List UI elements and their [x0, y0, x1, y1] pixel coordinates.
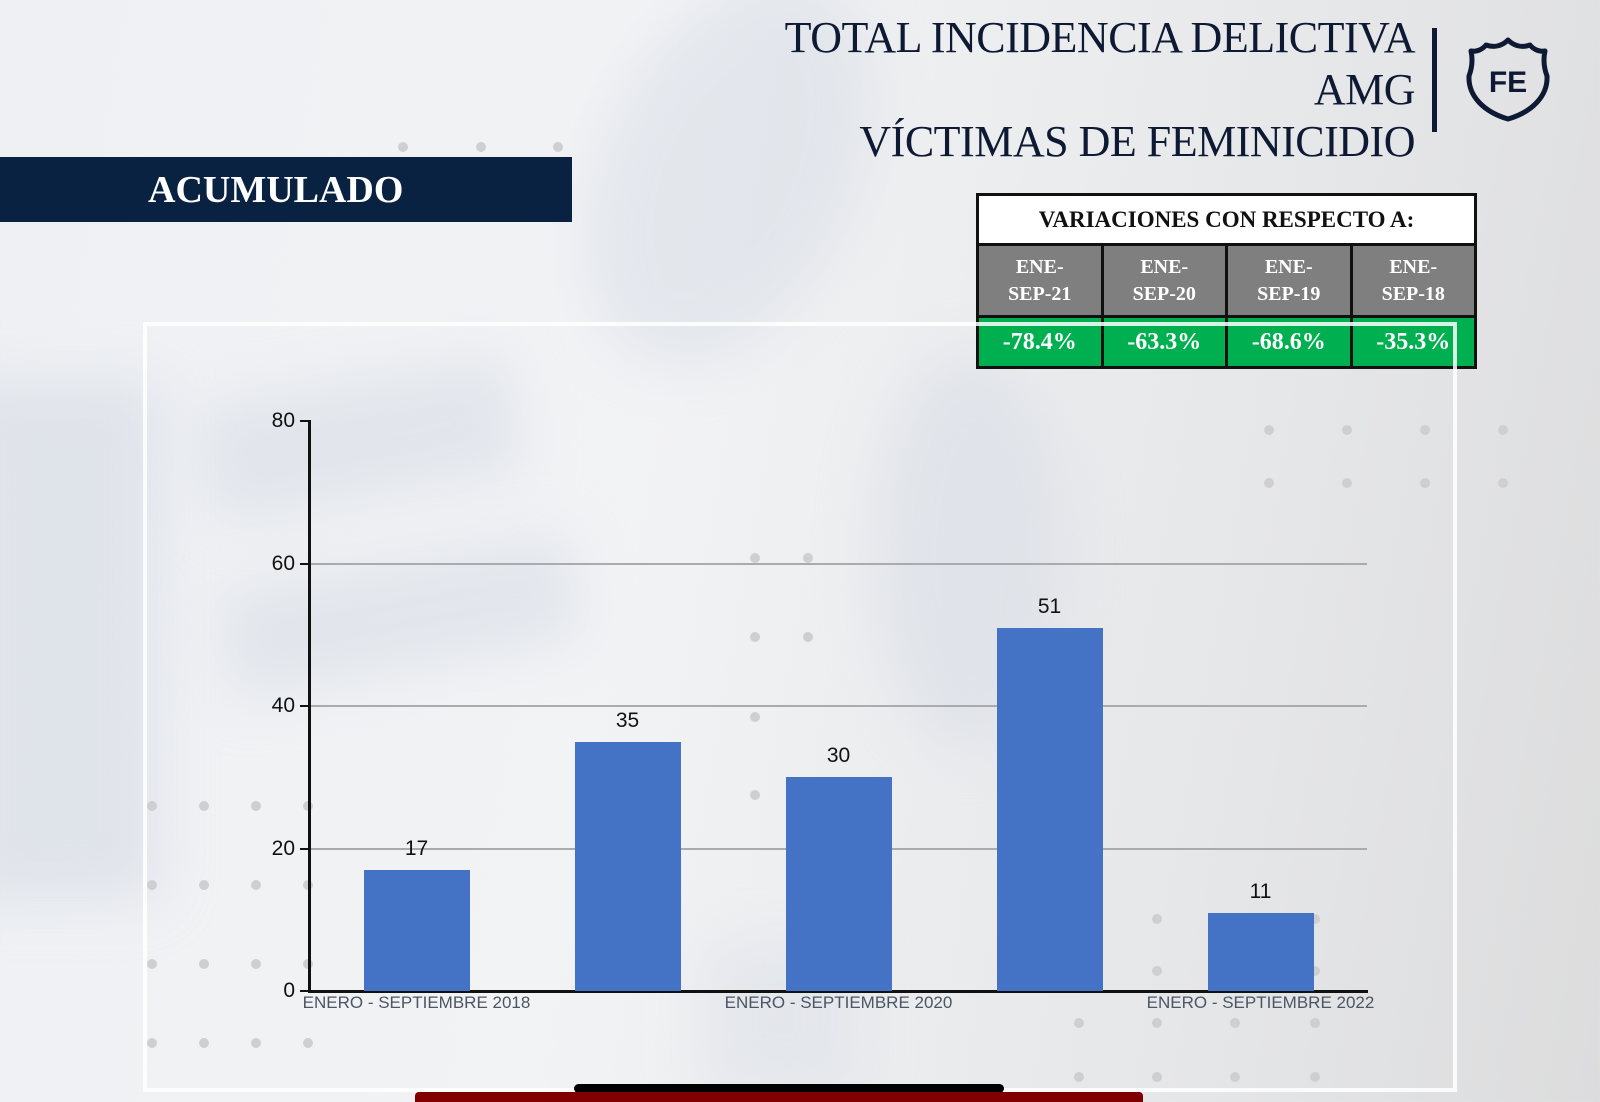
- fe-shield-logo-icon: FE: [1466, 37, 1550, 122]
- title-line-3: VÍCTIMAS DE FEMINICIDIO: [859, 117, 1415, 166]
- page-title: TOTAL INCIDENCIA DELICTIVA AMG VÍCTIMAS …: [784, 12, 1416, 168]
- home-indicator-handle: [574, 1084, 1004, 1093]
- y-tick: [300, 420, 310, 422]
- x-axis: [308, 990, 1368, 993]
- acumulado-banner: ACUMULADO: [0, 157, 572, 222]
- bar: [785, 777, 892, 991]
- gridline: [311, 705, 1367, 707]
- bar: [996, 627, 1103, 991]
- y-tick: [300, 705, 310, 707]
- y-tick: [300, 847, 310, 850]
- bottom-red-bar: [415, 1092, 1143, 1102]
- y-tick-label: 0: [283, 979, 295, 1002]
- variations-header: VARIACIONES CON RESPECTO A:: [979, 196, 1474, 246]
- x-tick-label: ENERO - SEPTIEMBRE 2020: [724, 993, 953, 1012]
- bar: [1207, 912, 1314, 991]
- variation-value: -68.6%: [1228, 318, 1353, 366]
- bar: [574, 741, 681, 991]
- x-tick-label: ENERO - SEPTIEMBRE 2022: [1146, 993, 1375, 1012]
- y-tick-label: 20: [271, 836, 295, 860]
- y-tick-label: 60: [271, 551, 295, 575]
- variation-value: -63.3%: [1103, 318, 1228, 366]
- variation-value: -78.4%: [979, 318, 1104, 366]
- bar-data-label: 51: [1037, 594, 1062, 618]
- title-line-2: AMG: [1313, 65, 1416, 114]
- y-tick: [300, 990, 310, 992]
- title-line-1: TOTAL INCIDENCIA DELICTIVA: [784, 13, 1416, 62]
- bar-data-label: 17: [404, 836, 429, 860]
- gridline: [311, 562, 1367, 565]
- period-cell: ENE- SEP-19: [1228, 246, 1353, 315]
- banner-label: ACUMULADO: [148, 168, 404, 211]
- y-tick-label: 40: [271, 694, 295, 717]
- variations-values-row: -78.4% -63.3% -68.6% -35.3%: [979, 318, 1474, 366]
- variations-table: VARIACIONES CON RESPECTO A: ENE- SEP-21 E…: [976, 193, 1477, 369]
- bar-data-label: 30: [826, 744, 851, 768]
- bar-data-label: 35: [615, 708, 640, 732]
- title-divider: [1432, 28, 1437, 132]
- x-tick-label: ENERO - SEPTIEMBRE 2018: [302, 993, 531, 1012]
- y-tick-label: 80: [271, 409, 295, 432]
- y-tick: [300, 562, 310, 565]
- bar-data-label: 11: [1249, 879, 1272, 903]
- svg-text:FE: FE: [1489, 66, 1527, 99]
- bar: [363, 869, 470, 991]
- period-cell: ENE- SEP-20: [1103, 246, 1228, 315]
- variations-periods-row: ENE- SEP-21 ENE- SEP-20 ENE- SEP-19 ENE- SEP…: [979, 246, 1474, 318]
- period-cell: ENE- SEP-21: [979, 246, 1104, 315]
- period-cell: ENE- SEP-18: [1352, 246, 1474, 315]
